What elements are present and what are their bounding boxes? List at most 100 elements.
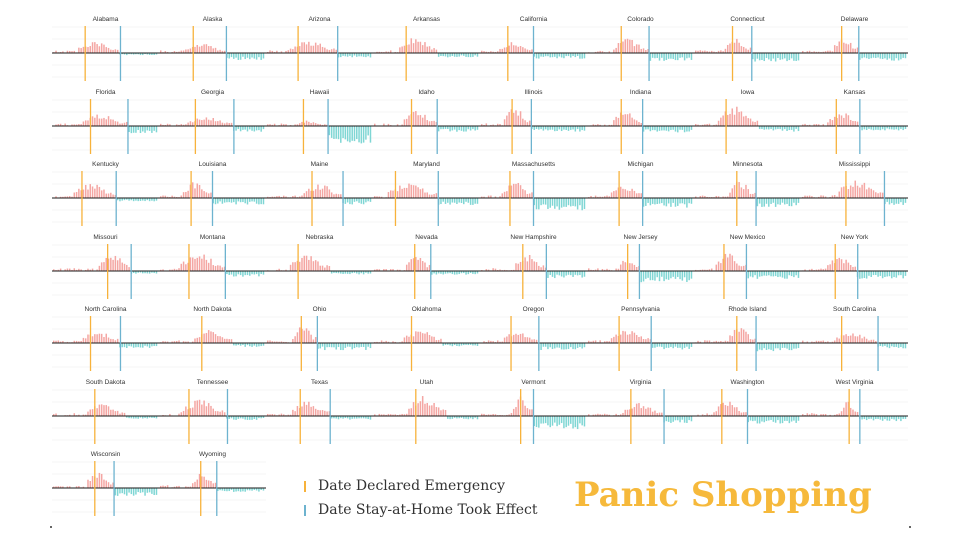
bar: [888, 270, 891, 276]
bar: [774, 53, 777, 62]
bar: [713, 124, 715, 126]
bar: [294, 410, 296, 416]
bar: [135, 270, 137, 274]
bar: [665, 53, 668, 61]
bar: [142, 270, 144, 273]
bar: [330, 343, 333, 348]
bar: [708, 268, 711, 271]
bar: [629, 262, 631, 271]
bar: [57, 123, 60, 126]
bar: [267, 51, 269, 53]
bar: [255, 125, 258, 130]
bar: [246, 53, 249, 58]
bar: [811, 268, 813, 271]
bar: [401, 341, 403, 343]
bar: [239, 198, 242, 203]
bar: [121, 262, 123, 271]
bar: [658, 125, 661, 131]
bar: [296, 260, 299, 271]
bar: [708, 51, 711, 53]
bar: [494, 342, 497, 343]
bar: [403, 187, 406, 198]
bar: [528, 193, 531, 198]
bar: [387, 413, 390, 416]
bar: [506, 47, 508, 53]
bar: [112, 482, 114, 488]
bar: [544, 267, 547, 271]
bar: [752, 53, 754, 60]
bar: [358, 53, 360, 57]
bar: [237, 125, 240, 129]
bar: [94, 334, 96, 343]
panel-title-nevada: Nevada: [415, 233, 438, 241]
bar: [768, 343, 770, 350]
bar: [492, 124, 494, 126]
bar: [895, 415, 898, 421]
panel-plot-maine: [266, 171, 373, 226]
bar: [768, 198, 770, 207]
bar: [817, 196, 820, 198]
bar: [895, 343, 898, 347]
bar: [670, 270, 672, 278]
bar: [278, 268, 280, 271]
bar: [376, 51, 378, 53]
bar: [139, 53, 142, 56]
bar: [888, 198, 891, 205]
bar: [146, 343, 149, 347]
bar: [487, 340, 490, 343]
bar: [763, 343, 765, 349]
bar: [310, 122, 312, 126]
bar: [392, 190, 394, 198]
bar: [761, 198, 763, 207]
bar: [724, 48, 727, 53]
bar: [305, 404, 308, 416]
panel-michigan: Michigan: [587, 160, 694, 230]
panel-plot-north-carolina: [52, 316, 159, 371]
panel-plot-massachusetts: [480, 171, 587, 226]
bar: [538, 53, 540, 59]
bar: [570, 53, 572, 58]
panel-title-missouri: Missouri: [93, 233, 118, 241]
legend-swatch-stayhome: [304, 504, 306, 516]
panel-plot-colorado: [587, 26, 694, 81]
panel-title-minnesota: Minnesota: [732, 161, 763, 168]
bar: [412, 43, 415, 53]
bar: [387, 192, 390, 198]
bar: [902, 198, 904, 205]
bar: [62, 196, 64, 198]
bar: [729, 401, 731, 416]
page-title: Panic Shopping: [574, 475, 872, 515]
bar: [512, 45, 515, 53]
panel-minnesota: Minnesota: [694, 160, 801, 230]
bar: [214, 410, 217, 416]
legend-item-stayhome: Date Stay-at-Home Took Effect: [304, 500, 537, 520]
panel-texas: Texas: [266, 378, 373, 448]
bar: [490, 195, 492, 198]
bar: [198, 46, 201, 53]
bar: [367, 270, 369, 274]
bar: [626, 38, 629, 53]
bar: [342, 53, 344, 56]
bar: [581, 343, 583, 349]
bar: [116, 488, 119, 496]
bar: [435, 49, 438, 53]
bar: [847, 262, 850, 271]
bar: [681, 270, 684, 281]
bar: [642, 125, 645, 132]
bar: [342, 343, 344, 351]
bar: [262, 270, 265, 275]
bar: [490, 414, 492, 416]
bar: [103, 261, 105, 271]
bar: [78, 486, 80, 488]
bar: [314, 42, 317, 53]
bar: [556, 415, 558, 426]
bar: [187, 190, 189, 198]
bar: [173, 341, 176, 343]
bar: [647, 406, 649, 416]
bar: [774, 198, 777, 207]
bar: [672, 53, 674, 59]
bar: [62, 486, 64, 488]
bar: [330, 270, 333, 274]
bar: [353, 53, 356, 56]
bar: [658, 53, 661, 61]
